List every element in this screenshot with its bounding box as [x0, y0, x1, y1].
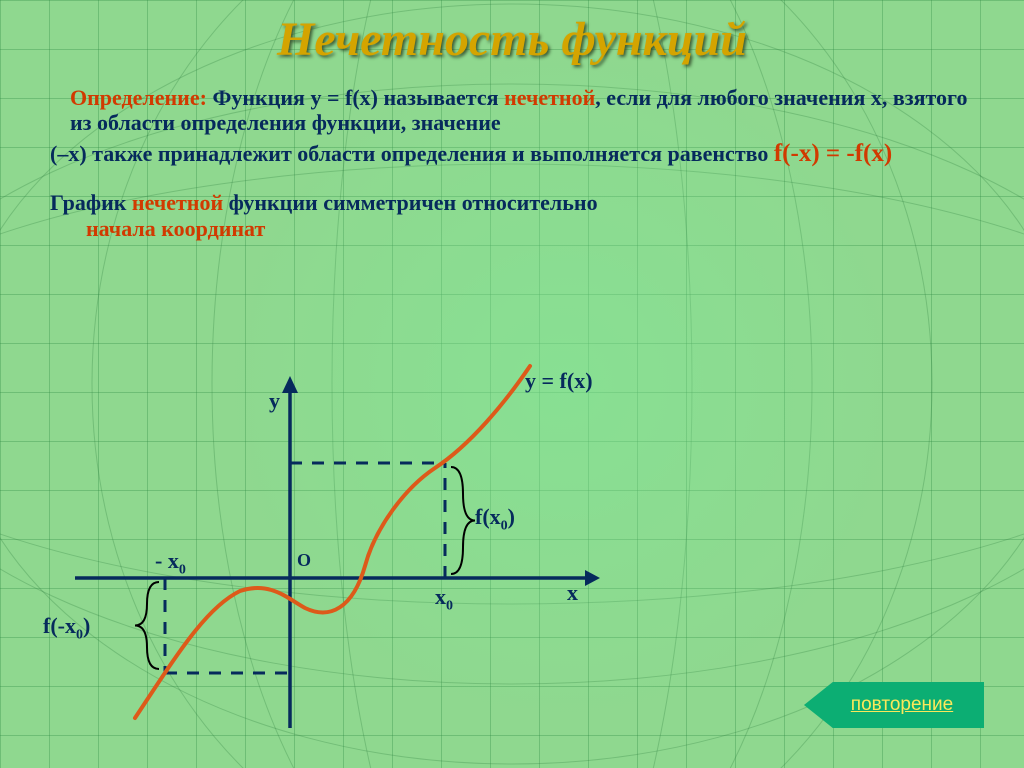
repeat-button[interactable]: повторение	[804, 682, 984, 728]
symmetry-text: График нечетной функции симметричен отно…	[50, 190, 974, 241]
definition-line2: (–х) также принадлежит области определен…	[50, 140, 974, 169]
curve-label: y = f(x)	[525, 368, 593, 394]
origin-label: O	[297, 550, 311, 571]
neg-x0-label: - x0	[155, 548, 186, 578]
x-axis-label: x	[567, 580, 578, 606]
definition-text: Определение: Функция у = f(x) называется…	[50, 85, 974, 136]
fx0-label: f(x0)	[475, 504, 515, 534]
slide-title: Нечетность функций	[50, 12, 974, 67]
f-neg-x0-label: f(-x0)	[43, 613, 90, 643]
odd-function-chart: y O x y = f(x) x0 - x0 f(x0) f(-x0)	[75, 348, 715, 728]
y-axis-label: y	[269, 388, 280, 414]
slide-content: Нечетность функций Определение: Функция …	[0, 0, 1024, 241]
repeat-button-label: повторение	[851, 694, 953, 716]
x0-label: x0	[435, 584, 453, 614]
